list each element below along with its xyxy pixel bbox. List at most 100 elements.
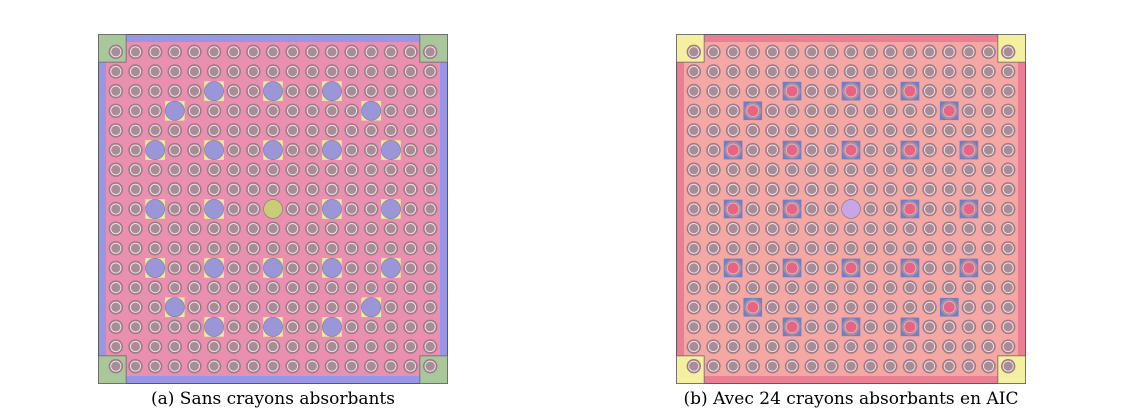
fuel-pin bbox=[902, 358, 918, 374]
fuel-pin bbox=[902, 64, 918, 79]
fuel-pin bbox=[364, 201, 379, 217]
fuel-pin bbox=[383, 221, 399, 236]
absorber-rod bbox=[782, 140, 802, 160]
fuel-pin bbox=[324, 182, 340, 197]
fuel-pin bbox=[922, 339, 937, 354]
fuel-pin bbox=[804, 319, 819, 335]
fuel-pin bbox=[285, 64, 300, 79]
instrument-tube bbox=[841, 199, 861, 219]
fuel-pin bbox=[686, 300, 702, 315]
fuel-pin bbox=[364, 44, 379, 60]
fuel-pin bbox=[863, 83, 878, 99]
fuel-pin bbox=[167, 260, 182, 276]
fuel-pin bbox=[147, 182, 163, 197]
guide-tube bbox=[204, 81, 224, 102]
guide-tube bbox=[263, 316, 283, 337]
fuel-pin bbox=[961, 358, 977, 374]
fuel-pin bbox=[364, 221, 379, 236]
guide-tube bbox=[145, 199, 166, 219]
fuel-pin bbox=[226, 123, 241, 138]
guide-tube bbox=[145, 140, 166, 160]
fuel-pin bbox=[961, 123, 977, 138]
guide-tube bbox=[322, 199, 342, 219]
corner-fuel-pin bbox=[422, 358, 438, 374]
fuel-pin bbox=[265, 339, 281, 354]
fuel-pin bbox=[128, 280, 143, 295]
fuel-pin bbox=[383, 64, 399, 79]
fuel-pin bbox=[265, 182, 281, 197]
guide-tube bbox=[263, 81, 283, 102]
fuel-pin bbox=[922, 241, 937, 256]
fuel-pin bbox=[922, 142, 937, 158]
fuel-pin bbox=[883, 162, 898, 177]
fuel-pin bbox=[108, 103, 124, 118]
fuel-pin bbox=[383, 44, 399, 60]
fuel-pin bbox=[725, 123, 741, 138]
fuel-pin bbox=[167, 280, 182, 295]
fuel-pin bbox=[804, 201, 819, 217]
fuel-pin bbox=[804, 142, 819, 158]
fuel-pin bbox=[706, 241, 721, 256]
fuel-pin bbox=[922, 162, 937, 177]
fuel-pin bbox=[706, 221, 721, 236]
fuel-pin bbox=[305, 103, 320, 118]
fuel-pin bbox=[706, 162, 721, 177]
fuel-pin bbox=[147, 319, 163, 335]
fuel-pin bbox=[863, 64, 878, 79]
fuel-pin bbox=[765, 123, 780, 138]
fuel-pin bbox=[305, 83, 320, 99]
fuel-pin bbox=[863, 123, 878, 138]
fuel-pin bbox=[804, 83, 819, 99]
fuel-pin bbox=[324, 162, 340, 177]
fuel-pin bbox=[765, 44, 780, 60]
fuel-pin bbox=[128, 182, 143, 197]
fuel-pin bbox=[961, 64, 977, 79]
fuel-pin bbox=[706, 44, 721, 60]
fuel-pin bbox=[706, 142, 721, 158]
fuel-pin bbox=[383, 241, 399, 256]
fuel-pin bbox=[804, 44, 819, 60]
fuel-pin bbox=[804, 221, 819, 236]
guide-tube bbox=[380, 140, 401, 160]
fuel-pin bbox=[226, 64, 241, 79]
fuel-pin bbox=[344, 142, 359, 158]
fuel-pin bbox=[824, 339, 839, 354]
fuel-pin bbox=[706, 339, 721, 354]
fuel-pin bbox=[305, 44, 320, 60]
fuel-pin bbox=[128, 162, 143, 177]
fuel-pin bbox=[403, 83, 418, 99]
fuel-pin bbox=[804, 241, 819, 256]
fuel-pin bbox=[187, 280, 202, 295]
fuel-pin bbox=[128, 83, 143, 99]
fuel-pin bbox=[324, 358, 340, 374]
fuel-pin bbox=[942, 280, 957, 295]
fuel-pin bbox=[745, 201, 760, 217]
fuel-pin bbox=[206, 64, 222, 79]
fuel-pin bbox=[883, 221, 898, 236]
fuel-pin bbox=[824, 260, 839, 276]
fuel-pin bbox=[403, 103, 418, 118]
absorber-rod bbox=[959, 199, 979, 219]
fuel-pin bbox=[824, 221, 839, 236]
fuel-pin bbox=[784, 123, 800, 138]
fuel-pin bbox=[147, 44, 163, 60]
fuel-pin bbox=[167, 201, 182, 217]
fuel-pin bbox=[344, 339, 359, 354]
guide-tube bbox=[204, 258, 224, 278]
fuel-pin bbox=[422, 182, 438, 197]
corner-fuel-pin bbox=[686, 44, 702, 60]
fuel-pin bbox=[364, 142, 379, 158]
absorber-rod bbox=[841, 140, 861, 160]
fuel-pin bbox=[226, 103, 241, 118]
fuel-pin bbox=[981, 241, 996, 256]
fuel-pin bbox=[128, 339, 143, 354]
absorber-rod bbox=[782, 258, 802, 278]
fuel-pin bbox=[226, 300, 241, 315]
fuel-pin bbox=[824, 123, 839, 138]
fuel-pin bbox=[108, 260, 124, 276]
fuel-pin bbox=[167, 83, 182, 99]
fuel-pin bbox=[961, 319, 977, 335]
fuel-pin bbox=[981, 358, 996, 374]
fuel-pin bbox=[765, 221, 780, 236]
fuel-pin bbox=[305, 64, 320, 79]
